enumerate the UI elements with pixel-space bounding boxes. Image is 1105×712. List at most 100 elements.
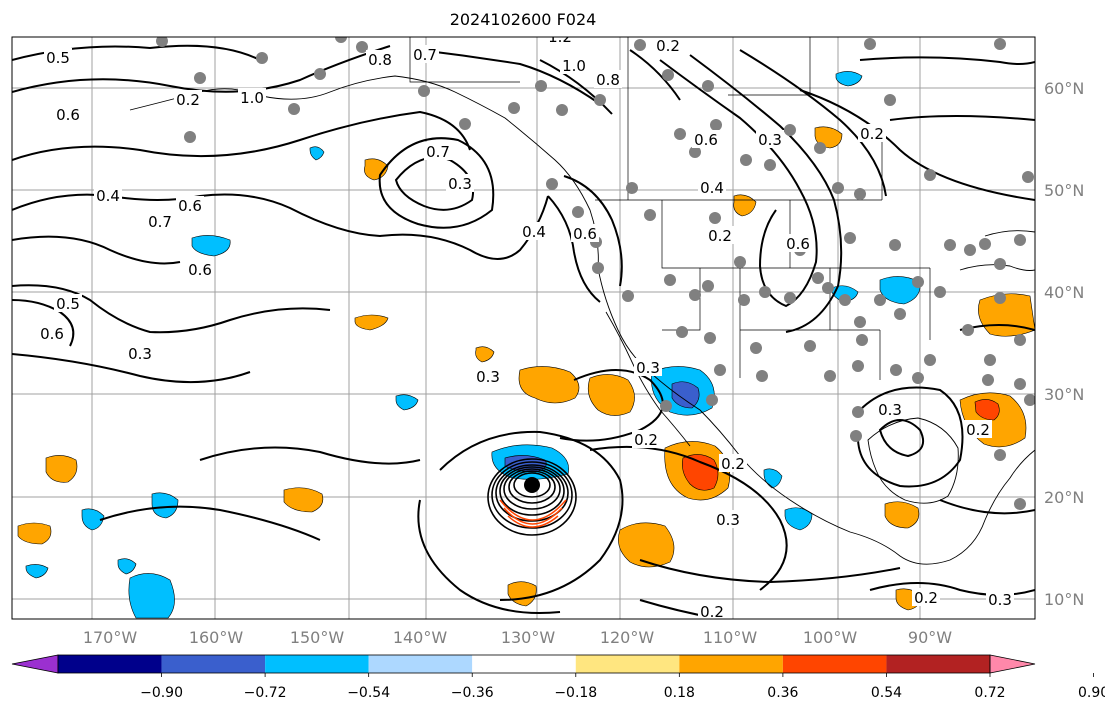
colorbar-segment [472,655,576,673]
station-dot [812,272,824,284]
contour-value-label: 0.2 [656,37,680,55]
station-dot [1014,334,1026,346]
station-dot [890,364,902,376]
contour-label-bg [986,590,1014,608]
colorbar-tick-label: −0.90 [140,685,183,701]
station-dot [994,449,1006,461]
contour-label-bg [634,358,662,376]
station-dot [934,286,946,298]
station-dot [622,290,634,302]
station-dot [356,41,368,53]
station-dot [784,292,796,304]
station-markers [156,37,1035,510]
contour-label-bg [876,400,904,418]
station-dot [912,372,924,384]
station-dot [702,280,714,292]
station-dot [1024,394,1035,406]
station-dot [994,258,1006,270]
station-dot [759,286,771,298]
contour-value-label: 0.5 [46,49,70,67]
station-dot [874,294,886,306]
latitude-axis: 60°N 50°N 40°N 30°N 20°N 10°N [1044,79,1084,609]
colorbar-segment [575,655,680,673]
contour-label-bg [446,174,474,192]
station-dot [984,354,996,366]
contour-value-label: 0.6 [573,225,597,243]
station-dot [884,94,896,106]
latitude-tick-label: 50°N [1044,181,1084,200]
contour-value-label: 0.5 [56,295,80,313]
station-dot [756,370,768,382]
contour-value-label: 0.6 [786,235,810,253]
contour-label-bg [186,260,214,278]
contour-lines [12,44,1035,619]
contour-label-bg [126,344,154,362]
station-dot [689,289,701,301]
contour-label-bg [174,90,202,108]
station-dot [964,244,976,256]
positive-anomaly-patch [618,522,675,568]
latitude-tick-label: 10°N [1044,590,1084,609]
negative-anomaly-patch [671,381,700,409]
coastlines [129,75,1035,565]
station-dot [676,326,688,338]
contour-value-label: 0.7 [148,213,172,231]
contour-value-label: 0.3 [476,368,500,386]
colorbar-tick-label: −0.54 [347,685,390,701]
contour-label-bg [654,37,682,54]
positive-anomaly-patch [475,346,495,363]
positive-anomaly-patch [974,399,1000,421]
latitude-tick-label: 30°N [1044,385,1084,404]
positive-anomaly-patch [587,374,635,416]
contour-value-label: 1.0 [240,89,264,107]
colorbar-segment [782,655,887,673]
station-dot [852,360,864,372]
station-dot [912,276,924,288]
longitude-tick-label: 150°W [290,628,345,647]
contour-label-bg [912,588,940,606]
station-dot [256,52,268,64]
contour-label-bg [38,324,66,342]
station-dot [572,206,584,218]
negative-anomaly-patch [309,146,325,161]
contour-label-bg [571,224,599,242]
station-dot [702,80,714,92]
station-dot [822,282,834,294]
contour-value-label: 0.2 [860,125,884,143]
colorbar-outline [57,654,991,674]
colorbar-segment [679,655,783,673]
station-dot [592,262,604,274]
colorbar-tick-label: 0.54 [871,685,902,701]
station-dot [156,37,168,47]
contour-value-label: 0.3 [878,401,902,419]
cyclone-core-shading [499,499,567,528]
contour-label-bg [94,186,122,204]
contour-label-bg [54,294,82,312]
station-dot [734,256,746,268]
station-dot [924,169,936,181]
map-border [11,36,1036,620]
negative-anomaly-patch [763,468,783,489]
negative-anomaly-patch [151,492,179,519]
station-dot [784,124,796,136]
station-dot [535,80,547,92]
station-dot [1022,171,1034,183]
cyclone-contours [487,458,577,536]
station-dot [704,332,716,344]
station-dot [556,104,568,116]
station-dot [994,292,1006,304]
station-dot [418,85,430,97]
station-dot [854,316,866,328]
contour-value-label: 0.2 [914,589,938,607]
contour-label-bg [238,88,266,106]
station-dot [856,334,868,346]
contour-value-label: 1.2 [548,28,572,46]
station-dot [894,308,906,320]
colorbar-segment [886,655,990,673]
station-dot [335,37,347,43]
station-dot [662,69,674,81]
positive-anomaly-patch [17,522,52,545]
station-dot [664,274,676,286]
station-dot [634,39,646,51]
contour-label-bg [714,510,742,528]
